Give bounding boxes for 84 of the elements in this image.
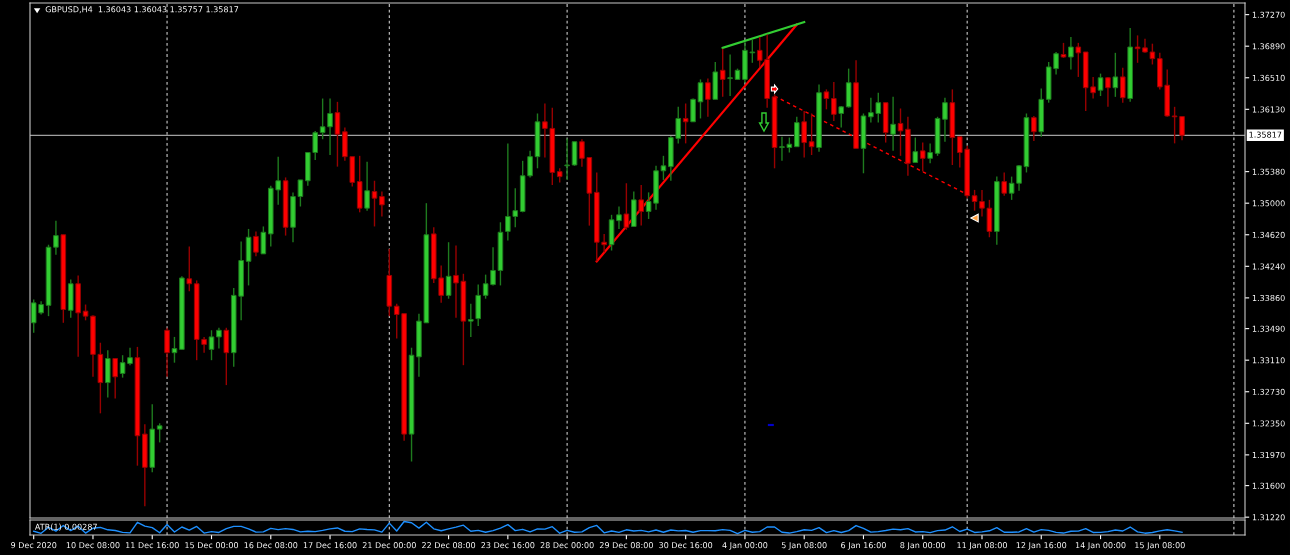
x-tick-label: 29 Dec 08:00 <box>599 542 653 549</box>
candlestick <box>682 102 689 145</box>
y-tick-label: 1.37270 <box>1252 11 1285 18</box>
x-tick-label: 15 Jan 08:00 <box>1135 542 1185 550</box>
candlestick <box>216 327 222 350</box>
candlestick <box>223 327 230 386</box>
y-tick-label: 1.36890 <box>1252 43 1285 50</box>
candlestick <box>823 88 830 111</box>
candlestick <box>727 53 733 97</box>
candlestick <box>53 219 59 256</box>
y-tick-label: 1.35000 <box>1252 200 1285 207</box>
x-tick-label: 11 Jan 08:00 <box>957 542 1007 550</box>
x-tick-label: 23 Dec 16:00 <box>481 542 535 549</box>
candlestick <box>445 241 452 300</box>
y-tick-label: 1.33490 <box>1252 325 1285 332</box>
candlestick <box>1112 52 1119 98</box>
y-tick-label: 1.33110 <box>1252 357 1285 364</box>
x-tick-label: 6 Jan 16:00 <box>841 542 886 550</box>
candlestick <box>364 160 370 212</box>
candlestick <box>623 182 630 231</box>
x-tick-label: 12 Jan 16:00 <box>1016 542 1067 550</box>
y-tick-label: 1.34620 <box>1252 231 1285 238</box>
candlestick <box>1068 36 1074 71</box>
candlestick <box>253 230 259 258</box>
x-tick-label: 22 Dec 08:00 <box>422 542 476 549</box>
y-tick-label: 1.32350 <box>1252 420 1285 427</box>
chart-title: GBPUSD,H4 1.36043 1.36043 1.35757 1.35817 <box>45 6 239 14</box>
x-tick-label: 21 Dec 00:00 <box>362 542 416 549</box>
y-tick-label: 1.32730 <box>1252 388 1285 395</box>
x-tick-label: 11 Dec 16:00 <box>126 542 179 549</box>
y-tick-label: 1.36130 <box>1252 106 1285 113</box>
candlestick <box>112 357 118 400</box>
x-tick-label: 28 Dec 00:00 <box>540 542 594 549</box>
candlestick <box>838 105 845 129</box>
candlestick <box>1001 171 1008 197</box>
candlestick <box>1097 72 1104 97</box>
candlestick <box>571 141 578 167</box>
y-tick-label: 1.31220 <box>1252 514 1285 521</box>
y-tick-label: 1.31970 <box>1252 451 1285 459</box>
candlestick <box>260 225 267 255</box>
x-tick-label: 15 Dec 00:00 <box>185 542 239 549</box>
candlestick <box>1031 115 1037 142</box>
candlestick <box>801 110 807 159</box>
candlestick <box>897 107 904 157</box>
x-tick-label: 8 Jan 00:00 <box>900 542 946 550</box>
candlestick <box>379 190 385 218</box>
candlestick <box>468 302 474 338</box>
candlestick <box>334 101 341 168</box>
candlestick <box>927 142 933 165</box>
chart-title: ATR(1) 0.00287 <box>34 523 97 531</box>
candlestick <box>186 245 193 292</box>
x-tick-label: 10 Dec 08:00 <box>66 542 120 549</box>
candlestick <box>697 78 704 120</box>
y-tick-label: 1.33860 <box>1252 294 1285 302</box>
candlestick <box>564 137 570 181</box>
candlestick <box>156 422 163 444</box>
candlestick <box>808 112 815 156</box>
y-tick-label: 1.36510 <box>1252 74 1285 81</box>
x-tick-label: 17 Dec 16:00 <box>303 542 357 549</box>
candlestick <box>919 141 926 173</box>
candlestick <box>208 329 215 361</box>
y-tick-label: 1.31600 <box>1252 482 1285 489</box>
x-tick-label: 5 Jan 08:00 <box>781 542 827 550</box>
candlestick <box>1119 67 1126 104</box>
candlestick <box>890 96 896 152</box>
candlestick <box>638 184 644 227</box>
x-tick-label: 30 Dec 16:00 <box>659 542 713 549</box>
x-tick-label: 14 Jan 00:00 <box>1075 542 1126 550</box>
candlestick <box>371 180 378 228</box>
x-tick-label: 4 Jan 00:00 <box>722 542 768 550</box>
candlestick <box>912 136 919 164</box>
candlestick <box>831 81 837 122</box>
candlestick <box>1075 42 1082 78</box>
candlestick <box>719 47 726 98</box>
x-tick-label: 16 Dec 08:00 <box>244 542 298 549</box>
ref-line-label: 1.35817 <box>1249 131 1282 138</box>
y-tick-label: 1.35380 <box>1252 168 1285 175</box>
x-tick-label: 9 Dec 2020 <box>11 542 57 549</box>
candlestick <box>1105 76 1111 108</box>
candlestick <box>475 283 481 327</box>
candlestick <box>942 96 948 143</box>
y-tick-label: 1.34240 <box>1252 263 1285 270</box>
candlestick <box>164 327 170 378</box>
candlestick <box>705 77 711 118</box>
